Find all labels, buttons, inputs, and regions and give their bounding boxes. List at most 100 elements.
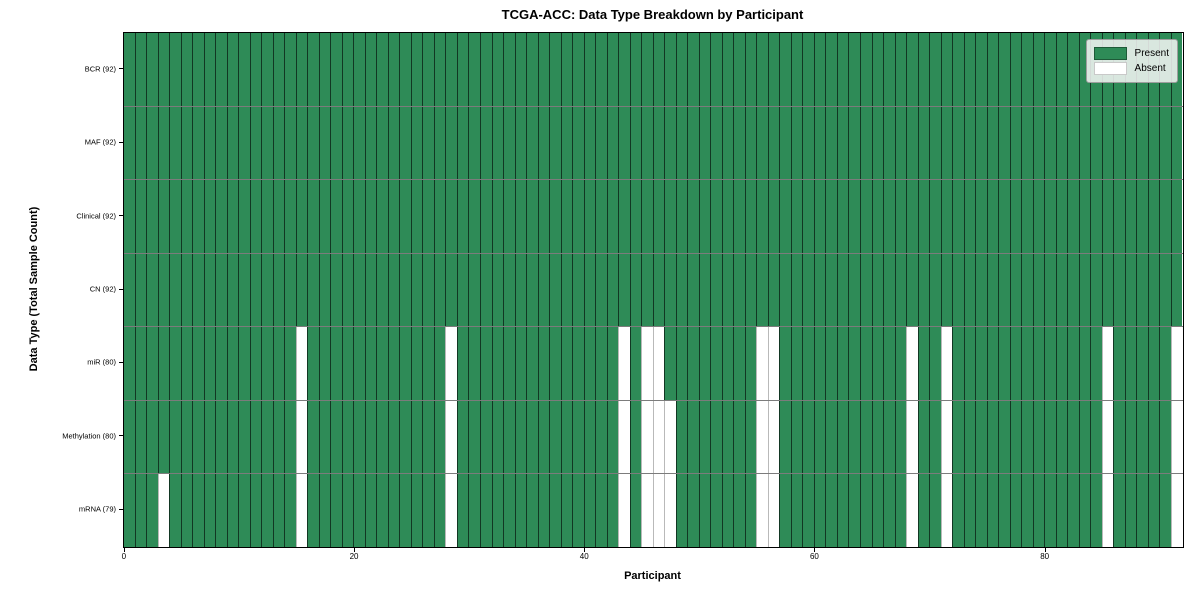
heatmap-cell bbox=[491, 180, 504, 253]
heatmap-cell bbox=[1032, 400, 1045, 474]
heatmap-cell bbox=[514, 327, 527, 400]
heatmap-cell bbox=[318, 474, 331, 548]
heatmap-cell bbox=[767, 327, 780, 400]
heatmap-cell bbox=[284, 253, 296, 327]
heatmap-cell bbox=[364, 106, 377, 180]
heatmap-cell bbox=[836, 400, 849, 474]
heatmap-cell bbox=[998, 106, 1010, 180]
heatmap-cell bbox=[963, 253, 976, 327]
heatmap-cell bbox=[687, 474, 699, 548]
heatmap-cell bbox=[883, 106, 895, 180]
heatmap-cell bbox=[514, 180, 527, 253]
heatmap-cell bbox=[1170, 253, 1183, 327]
heatmap-cell bbox=[433, 327, 446, 400]
heatmap-cell bbox=[652, 33, 665, 106]
heatmap-cell bbox=[1067, 33, 1079, 106]
heatmap-cell bbox=[894, 33, 907, 106]
heatmap-cell bbox=[307, 33, 319, 106]
heatmap-cell bbox=[1067, 474, 1079, 548]
heatmap-cell bbox=[146, 253, 158, 327]
heatmap-cell bbox=[341, 33, 354, 106]
heatmap-cell bbox=[1113, 327, 1125, 400]
heatmap-cell bbox=[526, 106, 538, 180]
heatmap-cell bbox=[124, 400, 135, 474]
heatmap-cell bbox=[238, 106, 250, 180]
heatmap-cell bbox=[445, 400, 457, 474]
heatmap-cell bbox=[664, 253, 676, 327]
heatmap-cell bbox=[871, 327, 884, 400]
heatmap-cell bbox=[710, 474, 722, 548]
heatmap-cell bbox=[1101, 474, 1114, 548]
heatmap-cell bbox=[295, 33, 308, 106]
heatmap-cell bbox=[894, 106, 907, 180]
heatmap-cell bbox=[1044, 33, 1056, 106]
heatmap-cell bbox=[802, 180, 814, 253]
heatmap-cell bbox=[491, 106, 504, 180]
heatmap-cell bbox=[491, 400, 504, 474]
heatmap-cell bbox=[226, 474, 239, 548]
heatmap-cell bbox=[169, 180, 181, 253]
heatmap-cell bbox=[721, 400, 734, 474]
heatmap-cell bbox=[387, 253, 400, 327]
heatmap-cell bbox=[387, 33, 400, 106]
heatmap-cell bbox=[963, 400, 976, 474]
heatmap-cell bbox=[169, 106, 181, 180]
heatmap-cell bbox=[1009, 33, 1022, 106]
heatmap-cell bbox=[641, 400, 653, 474]
heatmap-cell bbox=[479, 33, 492, 106]
heatmap-cell bbox=[422, 253, 434, 327]
heatmap-cell bbox=[526, 400, 538, 474]
heatmap-cell bbox=[641, 180, 653, 253]
heatmap-cell bbox=[790, 33, 803, 106]
heatmap-cell bbox=[871, 400, 884, 474]
heatmap-cell bbox=[399, 327, 411, 400]
heatmap-cell bbox=[802, 400, 814, 474]
heatmap-cell bbox=[664, 474, 676, 548]
heatmap-cell bbox=[514, 106, 527, 180]
heatmap-cell bbox=[307, 327, 319, 400]
heatmap-cell bbox=[249, 33, 262, 106]
heatmap-cell bbox=[572, 400, 584, 474]
y-tick-mark bbox=[118, 435, 123, 437]
heatmap-cell bbox=[940, 253, 953, 327]
x-tick-mark bbox=[584, 547, 586, 552]
absent-swatch-icon bbox=[1093, 62, 1127, 75]
heatmap-cell bbox=[583, 253, 596, 327]
heatmap-cell bbox=[249, 253, 262, 327]
heatmap-cell bbox=[1078, 33, 1091, 106]
heatmap-cell bbox=[215, 327, 227, 400]
heatmap-cell bbox=[998, 253, 1010, 327]
heatmap-cell bbox=[1124, 106, 1137, 180]
heatmap-cell bbox=[203, 33, 216, 106]
heatmap-cell bbox=[456, 327, 469, 400]
heatmap-cell bbox=[353, 33, 365, 106]
y-tick-mark bbox=[118, 361, 123, 363]
heatmap-cell bbox=[1078, 327, 1091, 400]
heatmap-cell bbox=[1021, 180, 1033, 253]
heatmap-cell bbox=[1147, 400, 1160, 474]
heatmap-cell bbox=[860, 180, 872, 253]
heatmap-cell bbox=[433, 400, 446, 474]
heatmap-cell bbox=[549, 33, 561, 106]
heatmap-cell bbox=[1021, 474, 1033, 548]
heatmap-cell bbox=[1170, 180, 1183, 253]
heatmap-cell bbox=[549, 400, 561, 474]
heatmap-cell bbox=[307, 253, 319, 327]
heatmap-cell bbox=[595, 180, 607, 253]
heatmap-cell bbox=[514, 474, 527, 548]
heatmap-cell bbox=[618, 400, 630, 474]
x-tick-label: 80 bbox=[1040, 552, 1050, 561]
heatmap-cell bbox=[848, 180, 860, 253]
heatmap-cell bbox=[883, 400, 895, 474]
heatmap-cell bbox=[1090, 180, 1102, 253]
legend-item-absent: Absent bbox=[1093, 62, 1169, 75]
heatmap-cell bbox=[963, 327, 976, 400]
heatmap-cell bbox=[1055, 253, 1068, 327]
heatmap-cell bbox=[883, 474, 895, 548]
heatmap-cell bbox=[330, 106, 342, 180]
heatmap-cell bbox=[1078, 180, 1091, 253]
heatmap-cell bbox=[1147, 106, 1160, 180]
heatmap-cell bbox=[883, 327, 895, 400]
heatmap-cell bbox=[295, 180, 308, 253]
heatmap-cell bbox=[756, 327, 768, 400]
